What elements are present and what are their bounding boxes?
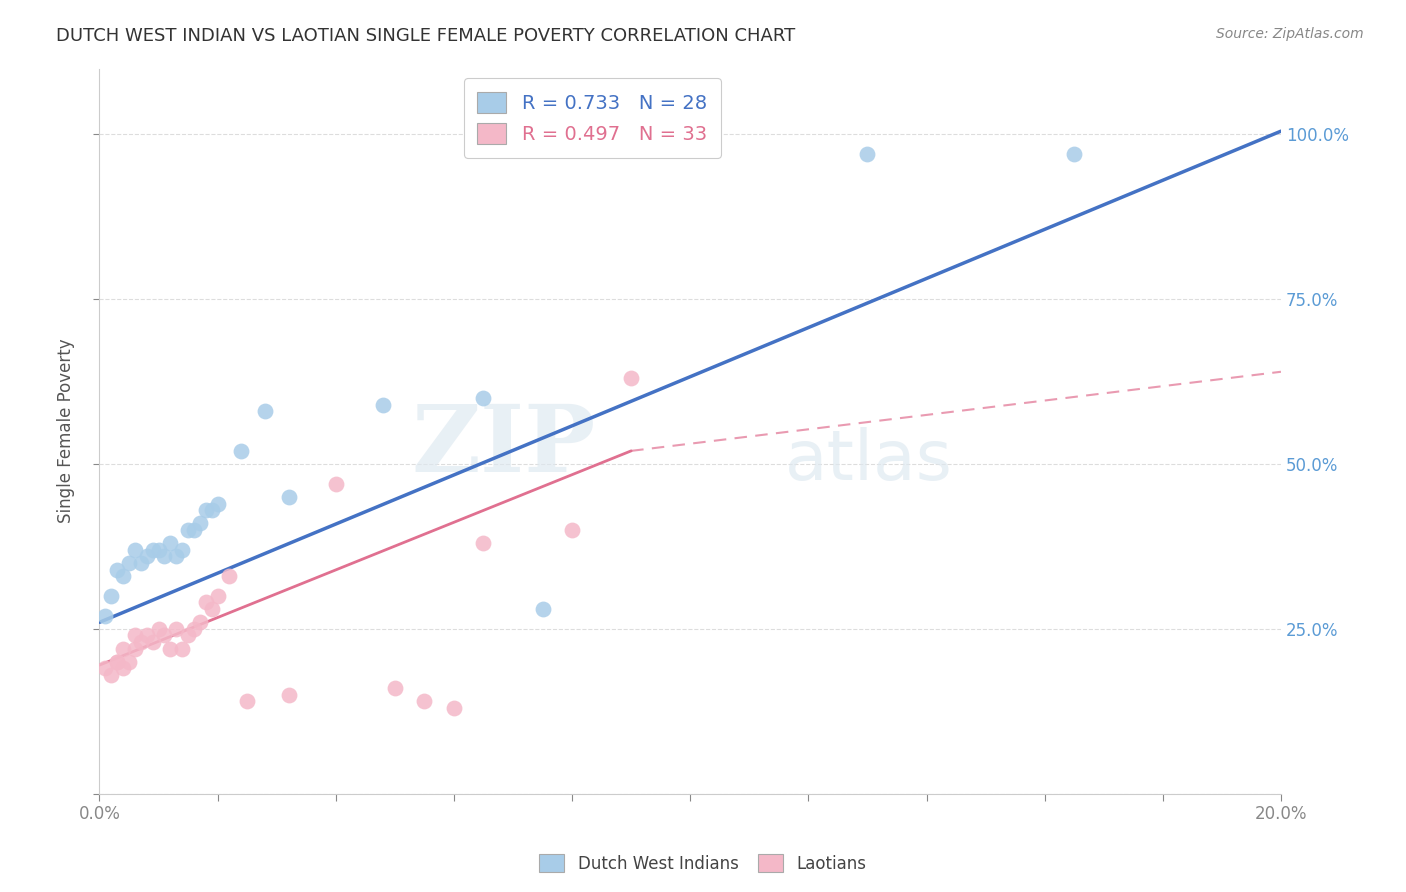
Point bbox=[183, 622, 205, 636]
Point bbox=[148, 542, 170, 557]
Point bbox=[94, 608, 117, 623]
Point bbox=[443, 701, 465, 715]
Point bbox=[183, 523, 205, 537]
Point bbox=[620, 371, 643, 385]
Text: atlas: atlas bbox=[785, 426, 953, 493]
Point bbox=[194, 595, 217, 609]
Point bbox=[172, 641, 194, 656]
Point bbox=[105, 655, 128, 669]
Point bbox=[472, 536, 495, 550]
Point bbox=[124, 641, 146, 656]
Point bbox=[371, 398, 394, 412]
Point bbox=[135, 628, 157, 642]
Point bbox=[112, 569, 135, 583]
Point bbox=[100, 589, 122, 603]
Legend: Dutch West Indians, Laotians: Dutch West Indians, Laotians bbox=[533, 847, 873, 880]
Point bbox=[188, 615, 211, 630]
Y-axis label: Single Female Poverty: Single Female Poverty bbox=[58, 339, 75, 524]
Point bbox=[218, 569, 240, 583]
Text: ZIP: ZIP bbox=[412, 401, 596, 491]
Point bbox=[165, 622, 187, 636]
Point bbox=[153, 549, 176, 564]
Point bbox=[201, 503, 224, 517]
Point bbox=[531, 602, 554, 616]
Legend: R = 0.733   N = 28, R = 0.497   N = 33: R = 0.733 N = 28, R = 0.497 N = 33 bbox=[464, 78, 721, 158]
Point bbox=[153, 628, 176, 642]
Point bbox=[118, 655, 141, 669]
Point bbox=[129, 556, 152, 570]
Point bbox=[105, 562, 128, 576]
Point bbox=[1063, 147, 1085, 161]
Point bbox=[561, 523, 583, 537]
Point bbox=[277, 688, 299, 702]
Point bbox=[253, 404, 276, 418]
Point bbox=[100, 668, 122, 682]
Point bbox=[236, 694, 259, 708]
Point bbox=[112, 661, 135, 675]
Point bbox=[142, 542, 165, 557]
Point bbox=[207, 589, 229, 603]
Point bbox=[231, 443, 253, 458]
Point bbox=[384, 681, 406, 696]
Point bbox=[277, 490, 299, 504]
Point bbox=[188, 516, 211, 531]
Point bbox=[177, 628, 200, 642]
Point bbox=[148, 622, 170, 636]
Point bbox=[201, 602, 224, 616]
Point bbox=[159, 536, 181, 550]
Point bbox=[177, 523, 200, 537]
Point bbox=[142, 635, 165, 649]
Point bbox=[94, 661, 117, 675]
Point bbox=[118, 556, 141, 570]
Point bbox=[124, 628, 146, 642]
Point bbox=[124, 542, 146, 557]
Point bbox=[135, 549, 157, 564]
Text: Source: ZipAtlas.com: Source: ZipAtlas.com bbox=[1216, 27, 1364, 41]
Point bbox=[172, 542, 194, 557]
Point bbox=[207, 497, 229, 511]
Text: DUTCH WEST INDIAN VS LAOTIAN SINGLE FEMALE POVERTY CORRELATION CHART: DUTCH WEST INDIAN VS LAOTIAN SINGLE FEMA… bbox=[56, 27, 796, 45]
Point bbox=[159, 641, 181, 656]
Point bbox=[472, 391, 495, 405]
Point bbox=[129, 635, 152, 649]
Point bbox=[165, 549, 187, 564]
Point bbox=[325, 476, 347, 491]
Point bbox=[194, 503, 217, 517]
Point bbox=[112, 641, 135, 656]
Point bbox=[105, 655, 128, 669]
Point bbox=[413, 694, 436, 708]
Point bbox=[856, 147, 879, 161]
